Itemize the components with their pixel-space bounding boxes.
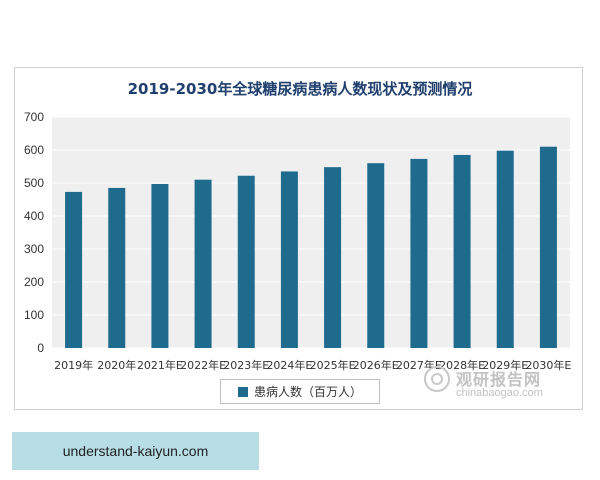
bar xyxy=(280,171,298,348)
x-tick-label: 2029年E xyxy=(482,358,528,372)
x-tick-label: 2021年E xyxy=(137,358,183,372)
bar xyxy=(194,179,212,348)
bar xyxy=(151,183,169,348)
y-tick-label: 300 xyxy=(24,242,44,256)
x-tick-label: 2023年E xyxy=(223,358,269,372)
bar xyxy=(453,154,471,348)
plot-area xyxy=(52,117,570,348)
y-tick-label: 200 xyxy=(24,275,44,289)
bar xyxy=(367,163,385,348)
y-tick-label: 400 xyxy=(24,209,44,223)
y-tick-label: 700 xyxy=(24,110,44,124)
bar xyxy=(324,167,342,348)
x-tick-label: 2030年E xyxy=(525,358,571,372)
x-tick-label: 2025年E xyxy=(310,358,356,372)
bar xyxy=(65,191,83,348)
x-tick-label: 2022年E xyxy=(180,358,226,372)
chart-title: 2019-2030年全球糖尿病患病人数现状及预测情况 xyxy=(127,80,473,98)
bar xyxy=(237,175,255,348)
x-tick-label: 2020年 xyxy=(97,358,136,372)
chart-legend: 患病人数（百万人） xyxy=(220,379,380,404)
x-tick-label: 2027年E xyxy=(396,358,442,372)
x-tick-label: 2026年E xyxy=(353,358,399,372)
x-tick-label: 2019年 xyxy=(54,358,93,372)
bar xyxy=(108,187,126,348)
y-tick-label: 600 xyxy=(24,143,44,157)
bar xyxy=(410,158,428,348)
bar xyxy=(496,150,514,348)
bar xyxy=(539,146,557,348)
legend-label: 患病人数（百万人） xyxy=(253,385,362,399)
legend-swatch xyxy=(237,386,248,397)
y-tick-label: 0 xyxy=(37,341,44,355)
y-tick-label: 500 xyxy=(24,176,44,190)
source-tag-text: understand-kaiyun.com xyxy=(62,443,209,459)
x-tick-label: 2024年E xyxy=(266,358,312,372)
x-tick-label: 2028年E xyxy=(439,358,485,372)
source-tag[interactable]: understand-kaiyun.com xyxy=(12,432,259,470)
y-tick-label: 100 xyxy=(24,308,44,322)
